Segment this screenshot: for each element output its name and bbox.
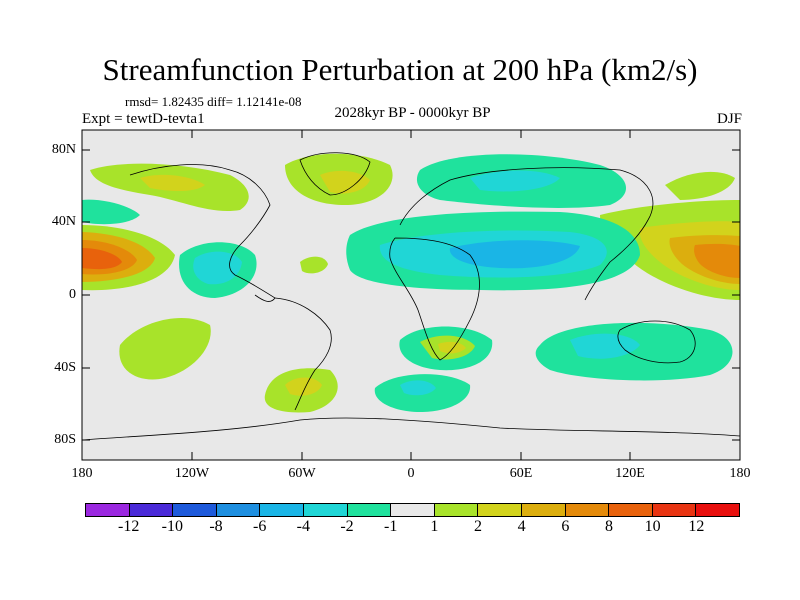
colorbar-box [259,503,303,517]
ytick-label: 80N [51,142,76,157]
coastlines [82,152,740,441]
coast-greenland [299,152,371,196]
colorbar-label: -12 [117,518,140,535]
xtick-label: 60W [288,466,316,481]
colorbar-label: 2 [474,518,482,535]
colorbar-box [433,503,478,517]
colorbar-label: -8 [209,518,223,535]
colorbar-label: 8 [605,518,613,535]
colorbar-label: -10 [161,518,183,535]
xtick-label: 60E [509,466,533,481]
contour-south-pacific [119,317,211,380]
coast-antarctica [82,417,740,441]
contour-central-pacific-4 [82,248,122,270]
colorbar-box [302,503,347,517]
colorbar-label: -2 [340,518,354,535]
colorbar-box [520,503,565,517]
colorbar-label: -1 [383,518,398,535]
stats-line: rmsd= 1.82435 diff= 1.12141e-08 [125,94,302,109]
contour-s-atlantic-2 [400,380,436,396]
season-label: DJF [716,111,742,127]
coast-south-america [274,297,332,411]
colorbar-label: -4 [296,518,310,535]
colorbar-label: 1 [430,518,439,535]
colorbar-box [608,503,652,517]
xtick-label: 120E [615,466,645,481]
colorbar-label: -6 [252,518,267,535]
colorbar-box [215,503,260,517]
axis-ticks [82,130,740,460]
contour-pacific-west-edge [82,199,140,225]
contour-s-indian-2 [570,333,640,359]
contour-siberia-2 [470,170,560,192]
colorbar-box [172,503,216,517]
contour-ne-corner [665,171,735,200]
colorbar-box [695,503,740,517]
xtick-label: 180 [729,466,751,481]
colorbar [85,503,740,517]
contour-greenland-2 [320,170,370,194]
colorbar-box [564,503,609,517]
contour-caribbean-2 [193,251,242,285]
coast-africa [389,237,480,361]
colorbar-box [390,503,434,517]
xtick-label: 120W [174,466,210,481]
colorbar-box [651,503,696,517]
contour-atlantic-small [300,256,328,274]
coast-europe-asia [399,167,654,301]
contour-fields [82,153,740,413]
colorbar-box [346,503,391,517]
colorbar-box [85,503,129,517]
colorbar-label: 10 [644,518,661,535]
colorbar-box [477,503,521,517]
period-label: 2028kyr BP - 0000kyr BP [334,105,491,121]
ytick-label: 40N [51,214,76,229]
ytick-label: 0 [69,287,76,302]
colorbar-label: 12 [688,518,705,535]
colorbar-label: 4 [517,518,526,535]
ytick-label: 80S [54,432,76,447]
contour-tropical-band-3 [449,240,580,269]
coast-australia [617,320,696,364]
contour-s-america-2 [285,377,322,396]
contour-s-africa-3 [438,341,466,354]
experiment-label: Expt = tewtD-tevta1 [82,111,205,127]
xtick-label: 0 [407,466,415,481]
colorbar-label: 6 [561,518,570,535]
coast-north-america [129,164,276,302]
xtick-label: 180 [71,466,93,481]
contour-s-indian [535,322,733,381]
contour-west-pacific-4 [694,243,740,278]
contour-north-pacific-core [140,174,205,192]
ytick-label: 40S [54,360,76,375]
plot-title: Streamfunction Perturbation at 200 hPa (… [102,52,698,87]
colorbar-box [128,503,173,517]
